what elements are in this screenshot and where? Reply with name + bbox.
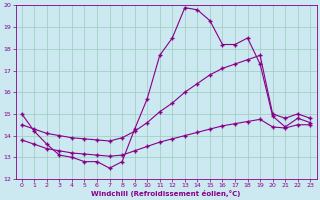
X-axis label: Windchill (Refroidissement éolien,°C): Windchill (Refroidissement éolien,°C) <box>91 190 241 197</box>
